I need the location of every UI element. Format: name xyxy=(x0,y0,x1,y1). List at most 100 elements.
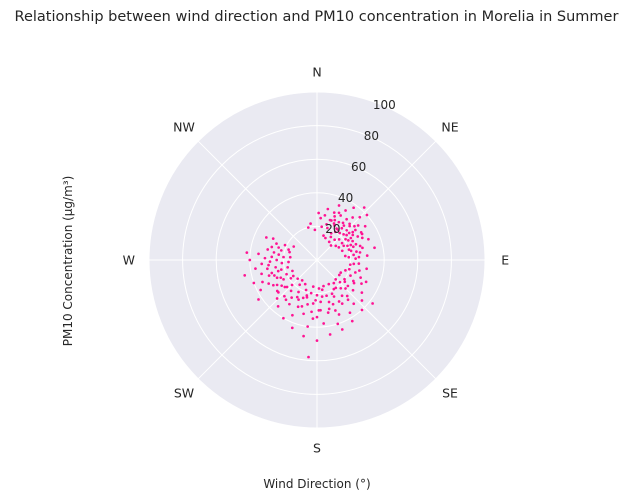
data-point xyxy=(317,287,321,290)
data-point xyxy=(337,300,341,303)
data-point xyxy=(332,281,336,285)
data-point xyxy=(334,309,337,312)
data-point xyxy=(325,294,328,298)
direction-label-se: SE xyxy=(442,386,458,401)
data-point xyxy=(340,226,344,230)
data-point xyxy=(277,246,280,249)
data-point xyxy=(337,220,341,224)
data-point xyxy=(270,271,274,275)
data-point xyxy=(288,302,291,306)
data-point xyxy=(337,313,341,316)
data-point xyxy=(337,211,341,215)
data-point xyxy=(273,274,276,277)
data-point xyxy=(326,311,330,314)
data-point xyxy=(305,294,309,297)
data-point xyxy=(285,285,289,289)
data-point xyxy=(290,296,293,299)
data-point xyxy=(275,276,279,280)
data-point xyxy=(365,213,369,217)
data-point xyxy=(309,222,312,225)
direction-label-s: S xyxy=(313,441,321,456)
radial-tick-labels: 20 40 60 80 100 xyxy=(325,98,395,236)
data-point xyxy=(279,249,283,252)
data-point xyxy=(329,231,333,235)
data-point xyxy=(306,303,309,306)
data-point xyxy=(275,242,278,245)
data-point xyxy=(275,297,279,300)
data-point xyxy=(360,236,364,240)
data-point xyxy=(304,288,308,292)
data-point xyxy=(325,222,328,226)
data-point xyxy=(359,231,363,234)
data-point xyxy=(371,302,374,305)
data-point xyxy=(345,294,349,298)
data-point xyxy=(360,308,364,312)
data-point xyxy=(358,215,362,219)
r-tick-label: 20 xyxy=(325,222,340,236)
r-tick-label: 40 xyxy=(338,191,353,205)
data-point xyxy=(279,276,283,280)
data-point xyxy=(300,279,304,282)
data-point xyxy=(346,244,349,248)
data-point xyxy=(289,276,293,280)
data-point xyxy=(323,213,327,217)
data-point xyxy=(271,237,275,240)
data-point xyxy=(296,305,300,309)
r-tick-label: 100 xyxy=(373,98,396,112)
data-point xyxy=(270,255,274,259)
data-point xyxy=(360,299,364,302)
data-point xyxy=(346,239,350,242)
data-point xyxy=(328,218,332,222)
data-point xyxy=(361,246,364,250)
data-point xyxy=(282,316,285,320)
data-point xyxy=(297,290,300,294)
data-point xyxy=(351,216,354,219)
grid-spoke-nw xyxy=(197,140,318,261)
grid-spoke-ne xyxy=(316,140,437,261)
data-point xyxy=(306,226,310,229)
data-point xyxy=(346,298,350,302)
data-point xyxy=(352,281,356,285)
data-point xyxy=(248,258,252,262)
angular-gridlines xyxy=(149,92,485,428)
data-point xyxy=(339,286,343,290)
data-point xyxy=(327,307,331,311)
data-point xyxy=(283,285,287,289)
data-point xyxy=(344,209,347,212)
data-point xyxy=(342,232,345,236)
data-point xyxy=(351,245,355,249)
data-point xyxy=(287,248,290,252)
data-point xyxy=(290,283,294,287)
direction-label-sw: SW xyxy=(174,386,194,401)
data-point xyxy=(357,262,361,266)
data-point xyxy=(274,265,277,269)
data-point xyxy=(338,231,342,235)
data-point xyxy=(307,355,310,359)
data-point xyxy=(301,296,305,300)
data-point xyxy=(280,261,284,265)
data-point xyxy=(339,214,343,217)
data-point xyxy=(327,300,331,304)
data-point xyxy=(342,224,346,227)
data-point xyxy=(282,277,285,281)
data-point xyxy=(334,244,338,248)
data-point xyxy=(280,284,284,288)
data-point xyxy=(359,276,362,279)
data-point xyxy=(291,313,294,317)
data-point xyxy=(260,272,263,276)
data-point xyxy=(332,211,336,214)
data-point xyxy=(354,257,357,260)
data-point xyxy=(275,258,279,262)
data-point xyxy=(347,231,351,235)
data-point xyxy=(350,319,354,323)
data-point xyxy=(311,285,315,288)
data-point xyxy=(243,274,247,277)
data-point xyxy=(332,222,336,225)
data-point xyxy=(367,237,370,241)
data-point xyxy=(345,233,348,237)
data-point xyxy=(328,333,332,336)
data-point xyxy=(339,271,343,274)
data-point xyxy=(320,295,324,298)
data-point xyxy=(344,268,347,272)
